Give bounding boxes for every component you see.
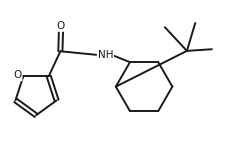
- Text: O: O: [13, 70, 22, 80]
- Text: O: O: [57, 21, 65, 31]
- Text: NH: NH: [97, 50, 113, 60]
